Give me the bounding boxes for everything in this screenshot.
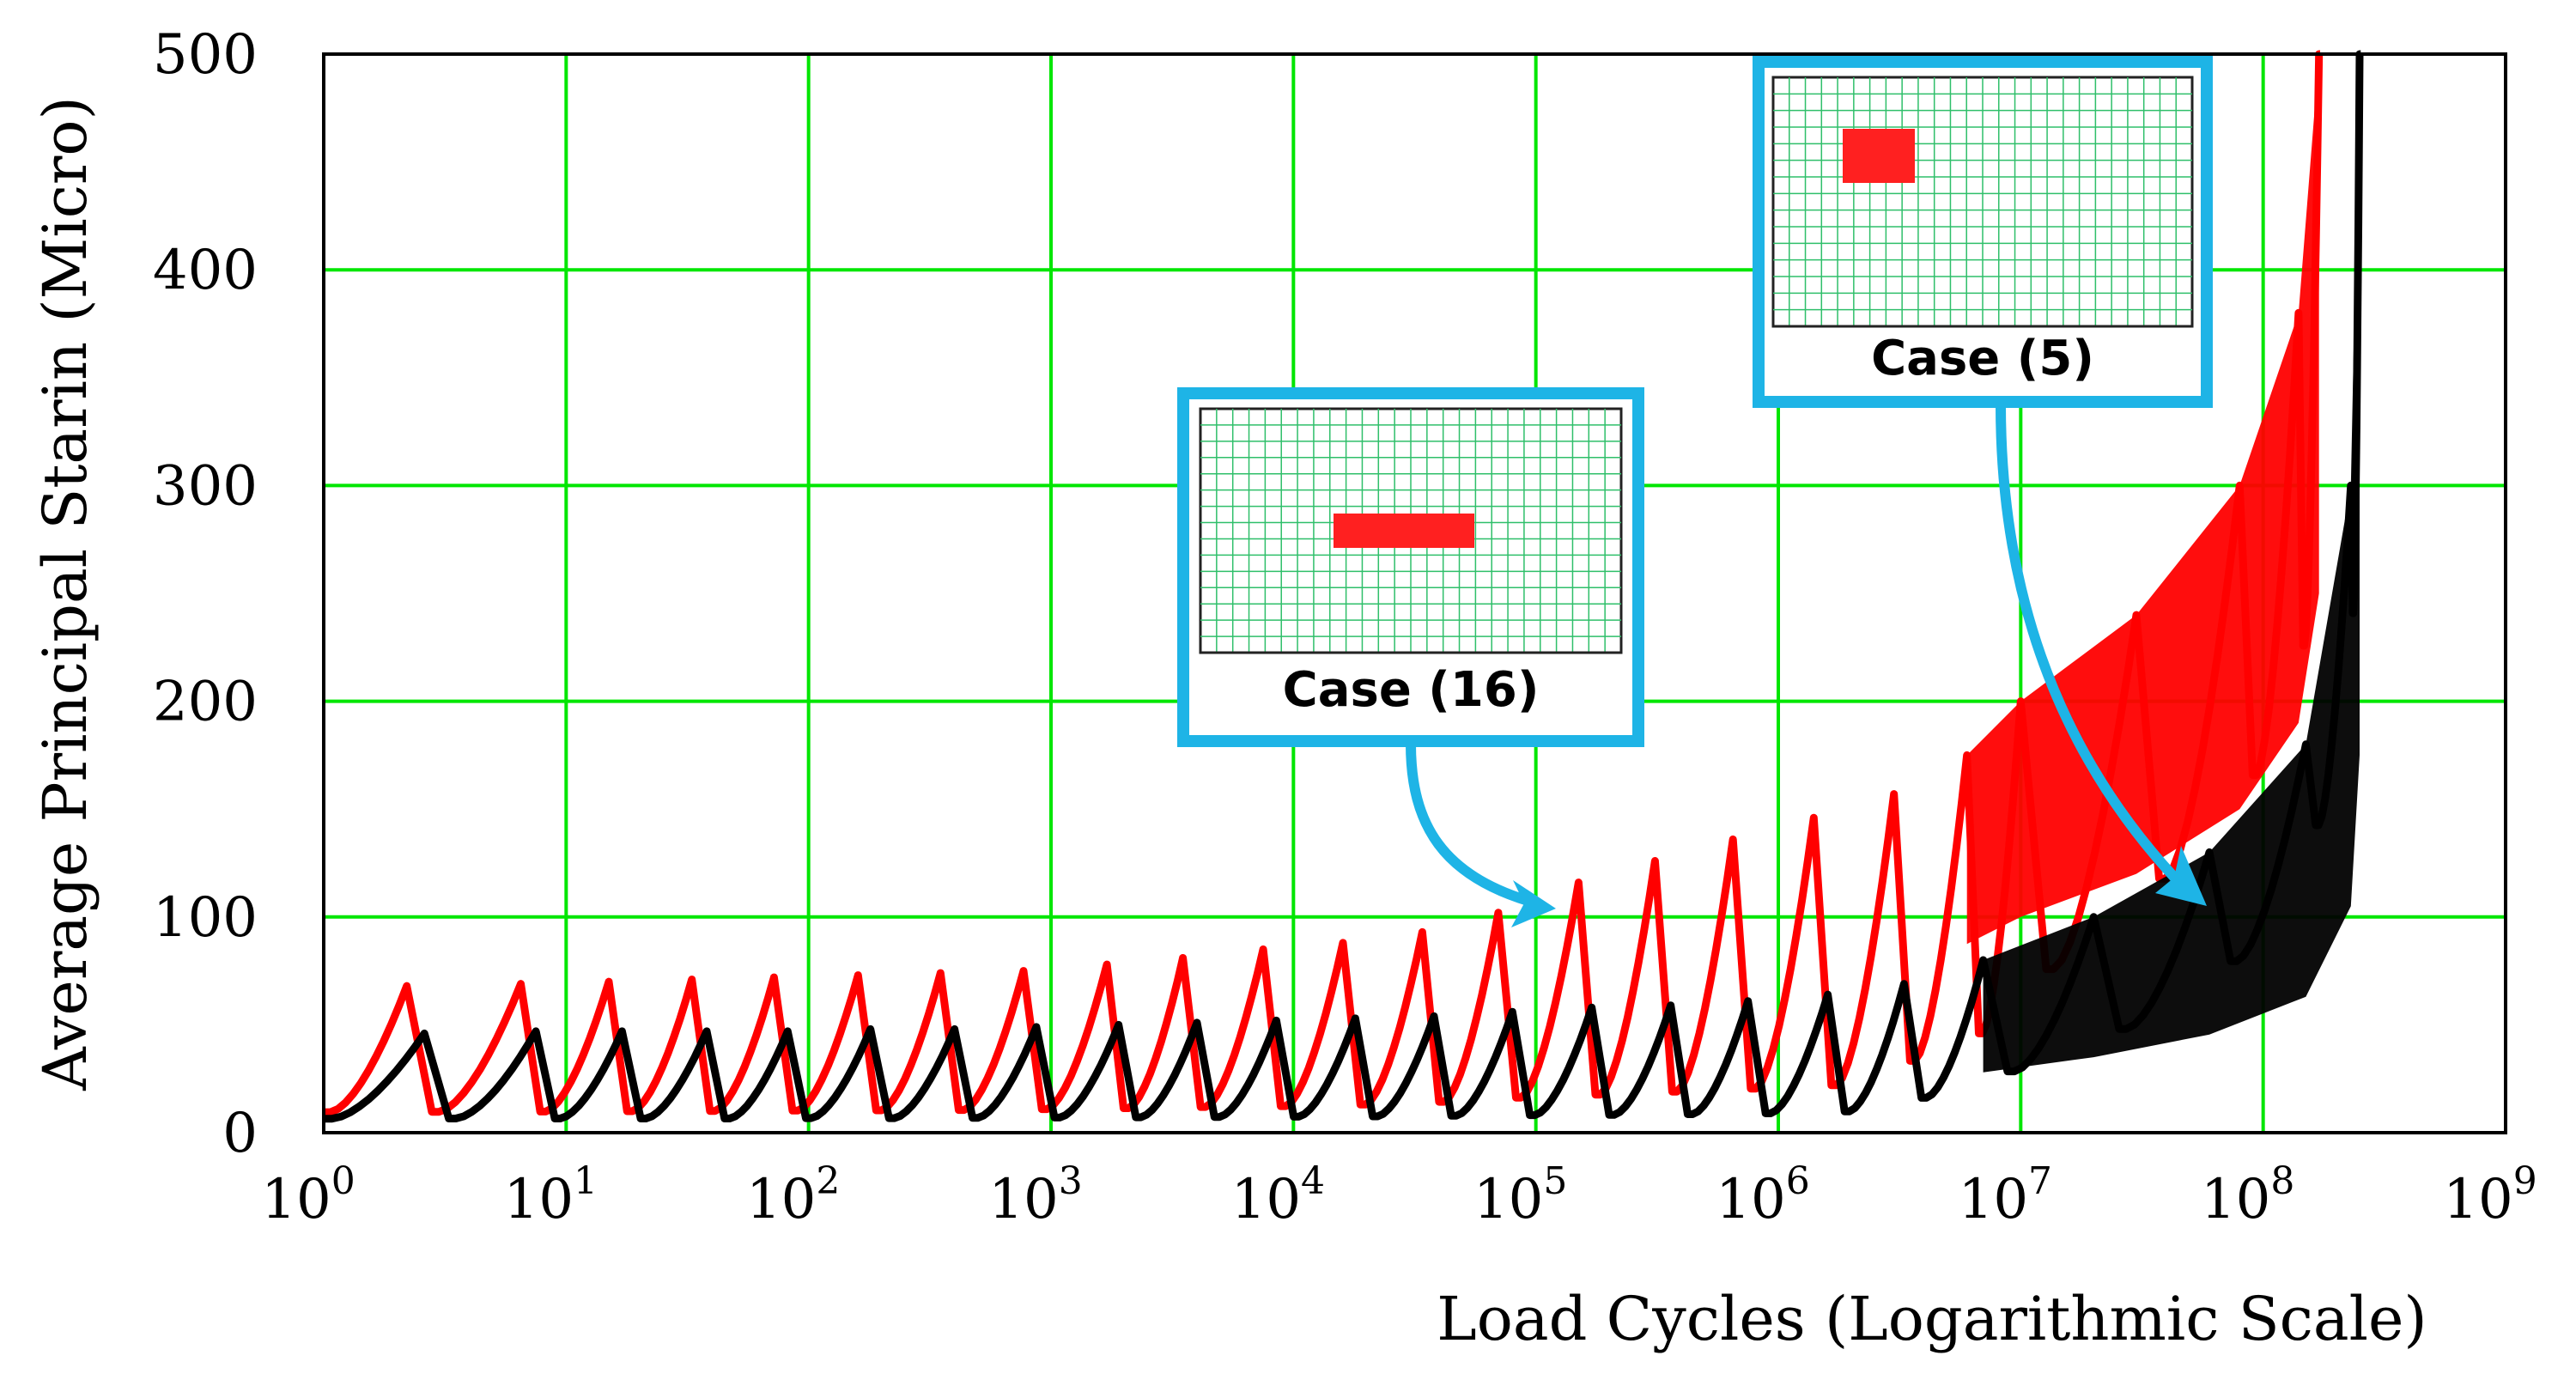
inset-case-5: Case (5) <box>1753 56 2213 408</box>
x-tick-base: 10 <box>746 1168 816 1231</box>
y-axis-title: Average Principal Starin (Micro) <box>30 96 100 1091</box>
x-tick-label: 104 <box>1231 1159 1325 1231</box>
x-tick-exponent: 2 <box>816 1159 840 1203</box>
inset-case-16-damage-zone <box>1334 514 1474 548</box>
callout-arrow-case-5 <box>1996 404 2185 889</box>
x-tick-label: 103 <box>988 1159 1082 1231</box>
x-tick-base: 10 <box>504 1168 574 1231</box>
x-axis-title: Load Cycles (Logarithmic Scale) <box>1437 1284 2427 1354</box>
inset-case-5-mesh-lines <box>1773 77 2192 326</box>
y-tick-label: 100 <box>153 886 258 950</box>
inset-case-5-damage-zone <box>1843 129 1915 183</box>
x-tick-base: 10 <box>261 1168 331 1231</box>
x-tick-exponent: 0 <box>331 1159 355 1203</box>
x-tick-label: 101 <box>504 1159 598 1231</box>
x-tick-exponent: 7 <box>2028 1159 2052 1203</box>
x-tick-exponent: 3 <box>1059 1159 1083 1203</box>
series-layer <box>324 50 2364 1123</box>
x-tick-base: 10 <box>988 1168 1058 1231</box>
series-band-case-5 <box>1983 54 2360 1073</box>
x-tick-base: 10 <box>1473 1168 1543 1231</box>
y-tick-label: 500 <box>153 23 258 87</box>
x-tick-exponent: 4 <box>1301 1159 1325 1203</box>
x-tick-label: 108 <box>2201 1159 2294 1231</box>
x-tick-exponent: 9 <box>2513 1159 2537 1203</box>
y-tick-label: 300 <box>153 454 258 518</box>
x-tick-label: 102 <box>746 1159 840 1231</box>
x-tick-base: 10 <box>1959 1168 2028 1231</box>
x-tick-label: 109 <box>2443 1159 2537 1231</box>
x-tick-label: 105 <box>1473 1159 1567 1231</box>
y-tick-labels: 0 100 200 300 400 500 <box>153 23 258 1165</box>
inset-case-16-label: Case (16) <box>1283 662 1540 718</box>
x-tick-label: 100 <box>261 1159 355 1231</box>
inset-case-16: Case (16) <box>1177 387 1644 747</box>
x-tick-base: 10 <box>1716 1168 1785 1231</box>
x-tick-exponent: 6 <box>1786 1159 1810 1203</box>
callout-arrowhead-case-5 <box>2155 846 2207 906</box>
y-tick-label: 0 <box>222 1102 258 1165</box>
callout-arrow-case-16 <box>1406 743 1539 909</box>
x-tick-exponent: 5 <box>1543 1159 1567 1203</box>
x-tick-base: 10 <box>2201 1168 2270 1231</box>
callout-arrowhead-case-16 <box>1511 880 1556 927</box>
x-tick-base: 10 <box>2443 1168 2512 1231</box>
inset-case-5-label: Case (5) <box>1871 331 2094 386</box>
x-tick-label: 106 <box>1716 1159 1809 1231</box>
y-tick-label: 200 <box>153 671 258 734</box>
x-tick-labels: 100 101 102 103 104 105 106 107 108 109 <box>261 1159 2537 1231</box>
y-tick-label: 400 <box>153 239 258 302</box>
series-band-case-16 <box>1966 54 2319 945</box>
x-tick-exponent: 8 <box>2270 1159 2294 1203</box>
plot-frame <box>322 52 2507 1134</box>
x-tick-exponent: 1 <box>574 1159 598 1203</box>
x-tick-label: 107 <box>1959 1159 2052 1231</box>
x-tick-base: 10 <box>1231 1168 1301 1231</box>
